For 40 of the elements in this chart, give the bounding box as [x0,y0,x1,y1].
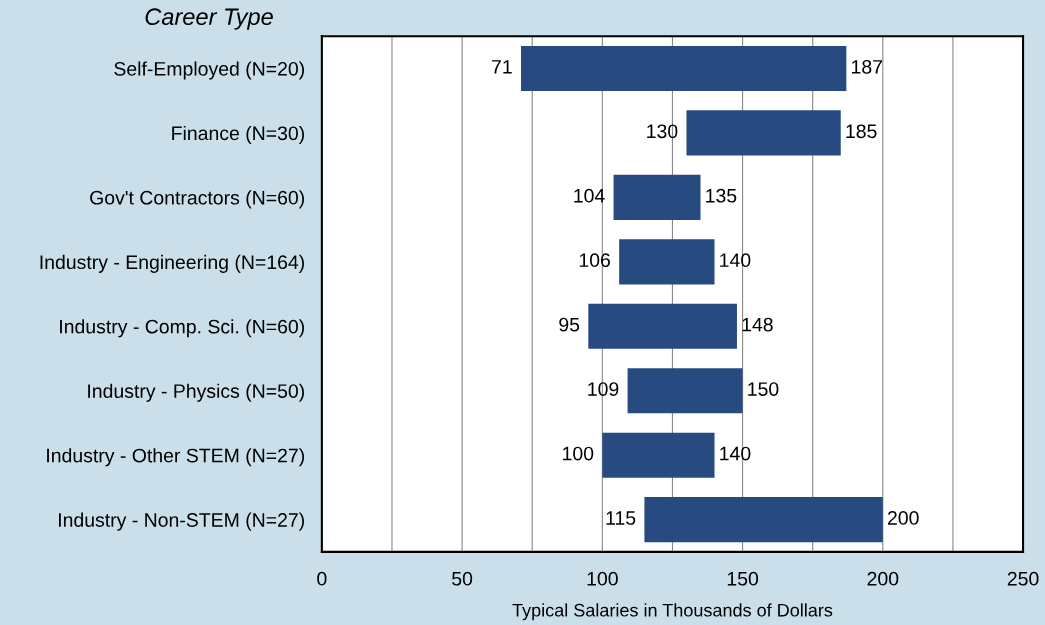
x-tick-label: 150 [727,571,759,586]
annotation: 135 [706,188,737,203]
annotation: 106 [579,253,610,268]
bar [588,303,737,349]
y-tick-label: Self-Employed (N=20) [114,61,304,80]
annotation: 200 [887,511,919,525]
annotation: 185 [846,124,877,139]
y-tick-label: Industry - Comp. Sci. (N=60) [60,319,304,338]
bar [613,174,701,220]
y-tick-label: Industry - Engineering (N=164) [40,254,304,273]
annotation: 150 [748,382,779,396]
annotation: 109 [588,382,619,396]
y-tick-label: Finance (N=30) [172,125,304,144]
chart-title: Career Type [145,8,273,30]
annotation: 140 [720,446,751,461]
annotation: 115 [606,511,636,525]
x-axis-title: Typical Salaries in Thousands of Dollars [512,603,833,621]
bar [644,497,883,543]
annotation: 130 [647,124,678,139]
y-tick-label: Industry - Other STEM (N=27) [47,448,304,467]
annotation: 148 [742,317,773,332]
bar [521,45,847,92]
x-tick-label: 200 [867,571,899,586]
bar [627,368,743,414]
bar [686,110,841,156]
x-tick-label: 0 [317,571,327,586]
x-tick-label: 250 [1007,571,1039,586]
x-tick-label: 50 [452,571,473,586]
x-tick-label: 100 [587,571,618,586]
y-tick-label: Industry - Physics (N=50) [88,383,304,402]
annotation: 95 [559,317,580,332]
annotation: 187 [852,59,882,74]
y-tick-label: Industry - Non-STEM (N=27) [59,512,304,531]
annotation: 140 [720,253,751,268]
annotation: 71 [492,60,512,74]
y-tick-label: Gov't Contractors (N=60) [90,190,304,209]
bar [619,239,715,285]
annotation: 100 [563,446,594,461]
bar [602,432,715,478]
annotation: 104 [574,188,605,203]
